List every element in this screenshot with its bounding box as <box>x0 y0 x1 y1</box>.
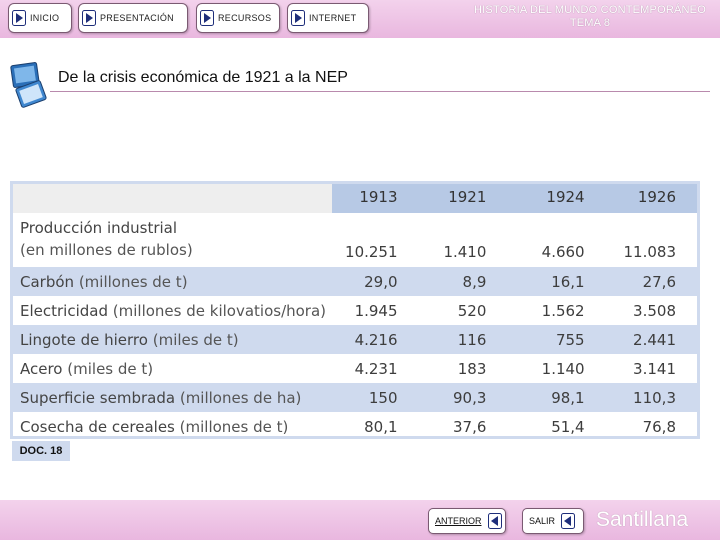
production-table-container: 1913 1921 1924 1926 Producción industria… <box>10 181 700 441</box>
nav-inicio-label: INICIO <box>30 13 60 23</box>
table-cell: 755 <box>510 325 609 354</box>
row-label-unit: (millones de kilovatios/hora) <box>112 301 327 320</box>
table-cell: 76,8 <box>608 412 700 441</box>
title-divider <box>50 91 710 92</box>
row-label: Producción industrial (en millones de ru… <box>10 213 333 267</box>
row-label-main: Acero <box>20 359 63 378</box>
play-arrow-icon <box>82 10 96 26</box>
table-header-year: 1913 <box>332 181 422 213</box>
table-row: Superficie sembrada (millones de ha) 150… <box>10 383 700 412</box>
play-arrow-icon <box>200 10 214 26</box>
table-cell: 37,6 <box>421 412 511 441</box>
table-header-year: 1926 <box>608 181 700 213</box>
table-cell: 1.410 <box>421 213 511 267</box>
row-label-main: Cosecha de cereales <box>20 417 175 436</box>
table-cell: 183 <box>421 354 511 383</box>
table-row: Lingote de hierro (miles de t) 4.216 116… <box>10 325 700 354</box>
row-label-main: Electricidad <box>20 301 108 320</box>
slide-icon <box>10 62 47 108</box>
row-label-unit: (millones de t) <box>179 417 289 436</box>
course-title-line1: HISTORIA DEL MUNDO CONTEMPORÁNEO <box>474 4 706 16</box>
back-arrow-icon <box>487 513 502 529</box>
table-cell: 2.441 <box>608 325 700 354</box>
back-arrow-icon <box>561 513 576 529</box>
row-label-unit: (millones de ha) <box>179 388 302 407</box>
table-cell: 1.945 <box>332 296 422 325</box>
table-cell: 3.141 <box>608 354 700 383</box>
nav-internet-button[interactable]: INTERNET <box>287 3 369 33</box>
row-label: Acero (miles de t) <box>10 354 333 383</box>
table-row: Cosecha de cereales (millones de t) 80,1… <box>10 412 700 441</box>
table-header-row: 1913 1921 1924 1926 <box>10 181 700 213</box>
course-title: HISTORIA DEL MUNDO CONTEMPORÁNEO TEMA 8 <box>440 4 720 30</box>
table-cell: 4.660 <box>510 213 609 267</box>
table-row: Electricidad (millones de kilovatios/hor… <box>10 296 700 325</box>
row-label-main: Superficie sembrada <box>20 388 176 407</box>
table-row: Producción industrial (en millones de ru… <box>10 213 700 267</box>
table-cell: 520 <box>421 296 511 325</box>
row-label-unit: (miles de t) <box>67 359 154 378</box>
document-label: DOC. 18 <box>12 441 70 461</box>
footer-bar <box>0 500 720 540</box>
row-label: Carbón (millones de t) <box>10 267 333 296</box>
row-label-main: Producción industrial <box>20 219 178 237</box>
production-table: 1913 1921 1924 1926 Producción industria… <box>10 181 700 441</box>
table-cell: 3.508 <box>608 296 700 325</box>
table-cell: 90,3 <box>421 383 511 412</box>
anterior-button[interactable]: ANTERIOR <box>428 508 506 534</box>
play-arrow-icon <box>12 10 26 26</box>
table-cell: 27,6 <box>608 267 700 296</box>
table-cell: 29,0 <box>332 267 422 296</box>
table-cell: 80,1 <box>332 412 422 441</box>
table-cell: 1.140 <box>510 354 609 383</box>
table-row: Carbón (millones de t) 29,0 8,9 16,1 27,… <box>10 267 700 296</box>
nav-inicio-button[interactable]: INICIO <box>8 3 72 33</box>
nav-recursos-button[interactable]: RECURSOS <box>196 3 280 33</box>
row-label: Electricidad (millones de kilovatios/hor… <box>10 296 333 325</box>
table-cell: 16,1 <box>510 267 609 296</box>
row-label: Lingote de hierro (miles de t) <box>10 325 333 354</box>
row-label-main: Lingote de hierro <box>20 330 148 349</box>
table-cell: 1.562 <box>510 296 609 325</box>
slide-title: De la crisis económica de 1921 a la NEP <box>58 69 348 86</box>
table-cell: 4.231 <box>332 354 422 383</box>
play-arrow-icon <box>291 10 305 26</box>
salir-label: SALIR <box>529 516 556 526</box>
nav-recursos-label: RECURSOS <box>218 13 272 23</box>
course-title-line2: TEMA 8 <box>569 17 611 29</box>
table-cell: 98,1 <box>510 383 609 412</box>
table-cell: 51,4 <box>510 412 609 441</box>
table-header-year: 1921 <box>421 181 511 213</box>
table-cell: 10.251 <box>332 213 422 267</box>
nav-presentacion-button[interactable]: PRESENTACIÓN <box>78 3 188 33</box>
row-label-main: Carbón <box>20 272 75 291</box>
table-row: Acero (miles de t) 4.231 183 1.140 3.141 <box>10 354 700 383</box>
anterior-label: ANTERIOR <box>435 516 482 526</box>
table-header-blank <box>10 181 333 213</box>
row-label-unit: (millones de t) <box>78 272 188 291</box>
table-cell: 110,3 <box>608 383 700 412</box>
salir-button[interactable]: SALIR <box>522 508 584 534</box>
table-cell: 11.083 <box>608 213 700 267</box>
table-cell: 8,9 <box>421 267 511 296</box>
brand-logo: Santillana <box>596 508 689 531</box>
nav-presentacion-label: PRESENTACIÓN <box>100 13 174 23</box>
nav-internet-label: INTERNET <box>309 13 357 23</box>
row-label-unit: (miles de t) <box>152 330 239 349</box>
table-cell: 150 <box>332 383 422 412</box>
row-label: Superficie sembrada (millones de ha) <box>10 383 333 412</box>
row-label: Cosecha de cereales (millones de t) <box>10 412 333 441</box>
row-label-unit: (en millones de rublos) <box>20 241 193 259</box>
table-header-year: 1924 <box>510 181 609 213</box>
table-cell: 4.216 <box>332 325 422 354</box>
table-cell: 116 <box>421 325 511 354</box>
